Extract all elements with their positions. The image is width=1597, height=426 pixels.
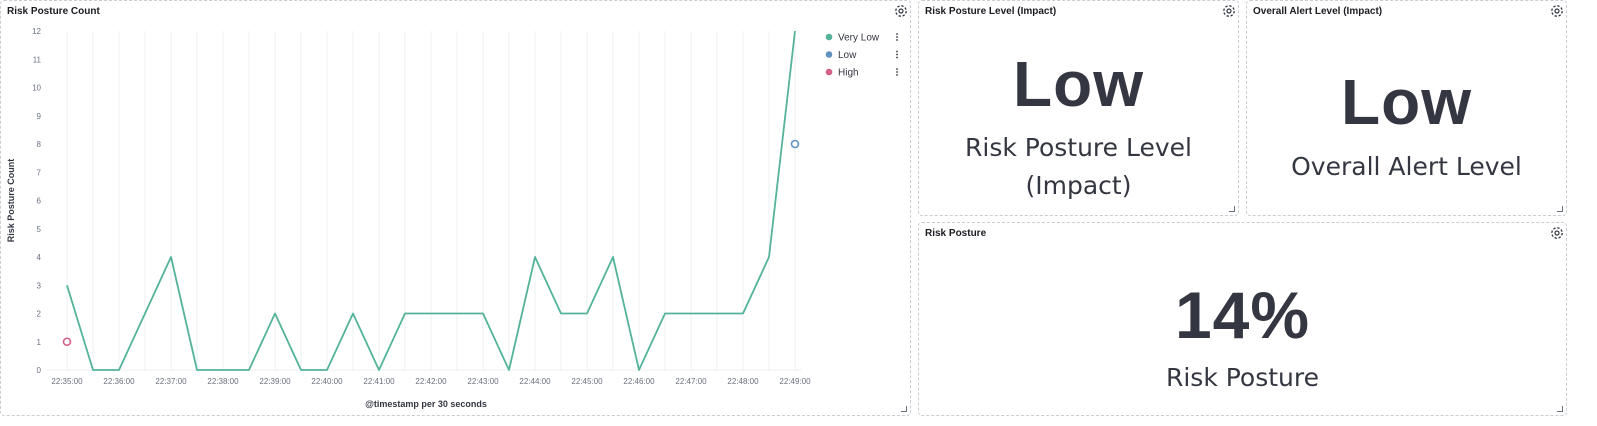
panel-title: Risk Posture Level (Impact)	[925, 6, 1057, 17]
y-tick-label: 3	[37, 281, 42, 290]
gear-icon[interactable]	[1221, 3, 1237, 19]
y-tick-label: 2	[37, 310, 42, 319]
x-tick-label: 22:36:00	[103, 377, 135, 386]
y-tick-label: 8	[37, 140, 42, 149]
risk-posture-panel: Risk Posture 14% Risk Posture	[918, 222, 1567, 416]
x-tick-label: 22:49:00	[779, 377, 811, 386]
vertical-ellipsis-icon[interactable]	[896, 56, 898, 59]
legend-swatch	[825, 51, 833, 58]
metric-value: Low	[1341, 66, 1472, 138]
vertical-ellipsis-icon[interactable]	[896, 53, 898, 56]
vertical-ellipsis-icon[interactable]	[896, 74, 898, 76]
vertical-ellipsis-icon[interactable]	[896, 50, 898, 53]
legend-item-high: High	[838, 68, 859, 79]
y-tick-label: 7	[37, 168, 42, 177]
panel-title: Risk Posture	[925, 228, 987, 239]
legend-swatch	[825, 33, 833, 41]
x-tick-label: 22:41:00	[363, 377, 395, 386]
gear-icon[interactable]	[1549, 3, 1565, 19]
vertical-ellipsis-icon[interactable]	[896, 39, 898, 41]
resize-handle-icon[interactable]	[1557, 406, 1563, 412]
vertical-ellipsis-icon[interactable]	[896, 71, 898, 73]
x-tick-label: 22:46:00	[623, 377, 655, 386]
x-tick-label: 22:43:00	[467, 377, 499, 386]
x-tick-label: 22:38:00	[207, 377, 239, 386]
x-tick-label: 22:47:00	[675, 377, 707, 386]
vertical-ellipsis-icon[interactable]	[896, 68, 898, 70]
y-tick-label: 10	[32, 84, 41, 93]
resize-handle-icon[interactable]	[1229, 206, 1235, 212]
risk-posture-level-panel: Risk Posture Level (Impact) Low Risk Pos…	[918, 0, 1239, 216]
resize-handle-icon[interactable]	[901, 406, 907, 412]
data-point-high	[62, 337, 72, 347]
y-tick-label: 11	[33, 55, 42, 64]
gear-icon[interactable]	[893, 3, 909, 19]
legend-item-low: Low	[838, 50, 857, 61]
metric-label: Risk Posture Level	[965, 133, 1192, 162]
legend-swatch	[825, 68, 833, 76]
panel-title: Overall Alert Level (Impact)	[1253, 6, 1383, 17]
panel-title: Risk Posture Count	[7, 6, 100, 17]
x-tick-label: 22:40:00	[311, 377, 343, 386]
y-tick-label: 12	[32, 27, 41, 36]
vertical-ellipsis-icon[interactable]	[896, 36, 898, 38]
y-tick-label: 0	[37, 366, 42, 375]
series-line-very-low	[66, 30, 796, 371]
metric-value: 14%	[1174, 278, 1311, 352]
y-axis-title: Risk Posture Count	[6, 159, 16, 243]
y-tick-label: 6	[37, 197, 42, 206]
x-tick-label: 22:39:00	[259, 377, 291, 386]
data-point-low	[790, 139, 800, 149]
y-tick-label: 1	[37, 338, 42, 347]
x-tick-label: 22:42:00	[415, 377, 447, 386]
legend-item-very-low: Very Low	[838, 33, 880, 44]
gear-icon[interactable]	[1549, 225, 1565, 241]
y-tick-label: 5	[37, 225, 42, 234]
metric-label: Risk Posture	[1165, 363, 1320, 392]
metric-label-line2: (Impact)	[1025, 171, 1132, 200]
metric-label: Overall Alert Level	[1291, 152, 1522, 181]
y-tick-label: 9	[37, 112, 42, 121]
risk-posture-count-panel: Risk Posture Count 0 1 2 3 4 5 6 7 8 9 10 11 12 22:35…	[0, 0, 911, 416]
x-tick-label: 22:45:00	[571, 377, 603, 386]
x-tick-label: 22:48:00	[727, 377, 759, 386]
resize-handle-icon[interactable]	[1557, 206, 1563, 212]
vertical-ellipsis-icon[interactable]	[896, 33, 898, 35]
overall-alert-level-panel: Overall Alert Level (Impact) Low Overall…	[1246, 0, 1567, 216]
metric-value: Low	[1013, 48, 1144, 120]
x-axis-title: @timestamp per 30 seconds	[365, 399, 487, 409]
x-tick-label: 22:44:00	[519, 377, 551, 386]
x-tick-label: 22:37:00	[155, 377, 187, 386]
y-tick-label: 4	[37, 253, 42, 262]
x-tick-label: 22:35:00	[51, 377, 83, 386]
